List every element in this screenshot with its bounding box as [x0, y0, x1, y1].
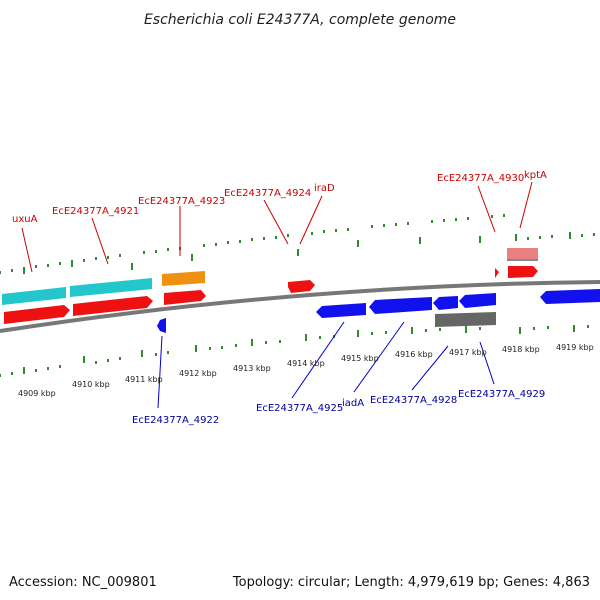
inner-tick-ring: [0, 325, 589, 377]
kbp-label-4918: 4918 kbp: [502, 345, 540, 354]
gene-label-EcE24377A-4930: EcE24377A_4930: [437, 173, 524, 184]
kbp-label-4917: 4917 kbp: [449, 348, 487, 357]
gene-label-EcE24377A-4924: EcE24377A_4924: [224, 188, 311, 199]
kbp-label-4915: 4915 kbp: [341, 354, 379, 363]
gene-label-EcE24377A-4929: EcE24377A_4929: [458, 389, 545, 400]
kbp-scale-labels: 4909 kbp 4910 kbp 4911 kbp 4912 kbp 4913…: [18, 343, 594, 398]
cds-feature-EcE24377A-4923-fwd[interactable]: [164, 290, 206, 305]
kbp-label-4919: 4919 kbp: [556, 343, 594, 352]
cds-feature-EcE24377A-4921-fwd[interactable]: [73, 296, 153, 316]
forward-strand-features: [2, 248, 538, 324]
reverse-strand-features: [157, 289, 600, 333]
cds-feature-uxuA[interactable]: [2, 287, 66, 305]
cds-feature-right-blue[interactable]: [540, 289, 600, 304]
cds-feature-EcE24377A-4930[interactable]: [507, 248, 538, 259]
cds-feature-uxuA-fwd[interactable]: [4, 305, 70, 324]
cds-feature-EcE24377A-4929[interactable]: [459, 293, 496, 308]
cds-feature-EcE24377A-4923[interactable]: [162, 271, 205, 286]
kbp-label-4909: 4909 kbp: [18, 389, 56, 398]
forward-labels: uxuA EcE24377A_4921 EcE24377A_4923 EcE24…: [12, 170, 547, 225]
kbp-label-4912: 4912 kbp: [179, 369, 217, 378]
gene-label-EcE24377A-4922: EcE24377A_4922: [132, 415, 219, 426]
cds-feature-iraD[interactable]: [288, 280, 315, 293]
reverse-labels: EcE24377A_4922 EcE24377A_4925 iadA EcE24…: [132, 389, 545, 426]
cds-feature-kptA[interactable]: [508, 266, 538, 278]
cds-feature-EcE24377A-4928[interactable]: [433, 296, 458, 310]
kbp-label-4916: 4916 kbp: [395, 350, 433, 359]
genome-backbone: [0, 280, 600, 333]
genome-summary-text: Topology: circular; Length: 4,979,619 bp…: [232, 575, 590, 590]
gene-label-EcE24377A-4921: EcE24377A_4921: [52, 206, 139, 217]
kbp-label-4910: 4910 kbp: [72, 380, 110, 389]
outer-tick-ring: [0, 214, 595, 274]
cds-feature-EcE24377A-4921[interactable]: [70, 278, 152, 297]
cds-feature-EcE24377A-4925[interactable]: [316, 303, 366, 318]
reverse-label-leaders: [157, 321, 495, 409]
cds-feature-gray[interactable]: [435, 312, 496, 327]
gene-label-EcE24377A-4928: EcE24377A_4928: [370, 395, 457, 406]
forward-label-leaders: [21, 181, 533, 273]
cds-feature-EcE24377A-4922[interactable]: [157, 318, 166, 333]
gene-label-iadA: iadA: [342, 398, 364, 409]
kbp-label-4914: 4914 kbp: [287, 359, 325, 368]
map-title: Escherichia coli E24377A, complete genom…: [144, 12, 456, 28]
gene-label-kptA: kptA: [524, 170, 547, 181]
gene-label-iraD: iraD: [314, 183, 335, 194]
accession-text: Accession: NC_009801: [9, 575, 157, 590]
cds-feature-small-red[interactable]: [495, 268, 499, 278]
gene-label-EcE24377A-4923: EcE24377A_4923: [138, 196, 225, 207]
cds-feature-iadA[interactable]: [369, 297, 432, 314]
gene-label-uxuA: uxuA: [12, 214, 38, 225]
gene-label-EcE24377A-4925: EcE24377A_4925: [256, 403, 343, 414]
kbp-label-4911: 4911 kbp: [125, 375, 163, 384]
kbp-label-4913: 4913 kbp: [233, 364, 271, 373]
